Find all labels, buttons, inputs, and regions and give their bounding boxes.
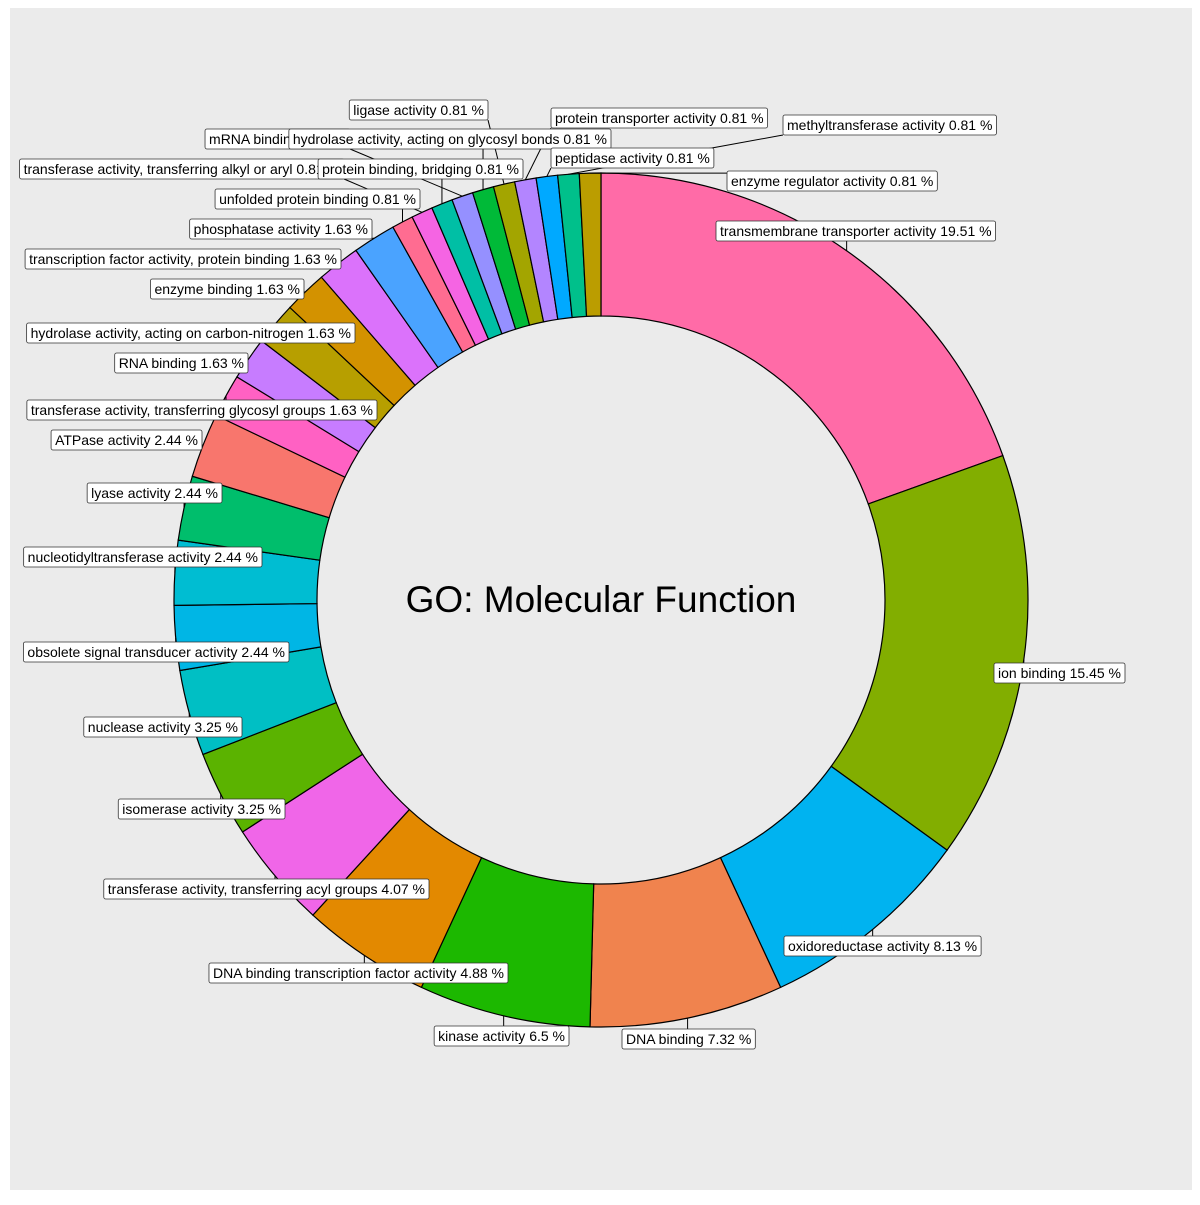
donut-slice-ion-binding bbox=[830, 454, 1029, 851]
slice-label-transcription-factor-activity-protein-binding: transcription factor activity, protein b… bbox=[24, 248, 342, 270]
slice-label-enzyme-binding: enzyme binding 1.63 % bbox=[150, 278, 305, 300]
slice-label-box bbox=[189, 218, 373, 240]
slice-label-text: unfolded protein binding 0.81 % bbox=[219, 191, 416, 207]
slice-label-box bbox=[150, 278, 305, 300]
slice-label-box bbox=[26, 322, 356, 344]
slice-label-text: enzyme regulator activity 0.81 % bbox=[731, 173, 933, 189]
slice-label-box bbox=[103, 878, 430, 900]
slice-label-dna-binding-transcription-factor-activity: DNA binding transcription factor activit… bbox=[208, 962, 509, 984]
slice-label-box bbox=[114, 352, 249, 374]
slice-label-ligase-activity: ligase activity 0.81 % bbox=[348, 99, 489, 121]
slice-labels-layer: transmembrane transporter activity 19.51… bbox=[19, 99, 1126, 1050]
slice-label-text: peptidase activity 0.81 % bbox=[555, 150, 710, 166]
slice-label-phosphatase-activity: phosphatase activity 1.63 % bbox=[189, 218, 373, 240]
leader-line-peptidase-activity bbox=[546, 167, 552, 177]
slice-label-text: nuclease activity 3.25 % bbox=[88, 719, 238, 735]
slice-label-text: hydrolase activity, acting on carbon-nit… bbox=[31, 325, 351, 341]
slice-label-text: hydrolase activity, acting on glycosyl b… bbox=[293, 131, 607, 147]
slice-label-text: enzyme binding 1.63 % bbox=[154, 281, 300, 297]
slice-label-kinase-activity: kinase activity 6.5 % bbox=[433, 1025, 570, 1047]
slice-label-text: transmembrane transporter activity 19.51… bbox=[720, 223, 992, 239]
slice-label-nucleotidyltransferase-activity: nucleotidyltransferase activity 2.44 % bbox=[23, 546, 263, 568]
slice-label-text: methyltransferase activity 0.81 % bbox=[787, 117, 992, 133]
slice-label-box bbox=[433, 1025, 570, 1047]
slice-label-text: kinase activity 6.5 % bbox=[438, 1028, 565, 1044]
slice-label-box bbox=[24, 248, 342, 270]
slice-label-text: nucleotidyltransferase activity 2.44 % bbox=[28, 549, 258, 565]
slice-label-transferase-activity-transferring-alkyl-or-aryl: transferase activity, transferring alkyl… bbox=[19, 158, 345, 180]
slice-label-ion-binding: ion binding 15.45 % bbox=[993, 662, 1126, 684]
slice-label-transferase-activity-transferring-acyl-groups: transferase activity, transferring acyl … bbox=[103, 878, 430, 900]
slice-label-peptidase-activity: peptidase activity 0.81 % bbox=[550, 147, 715, 169]
slice-label-box bbox=[86, 482, 223, 504]
slice-label-box bbox=[726, 170, 938, 192]
slice-label-oxidoreductase-activity: oxidoreductase activity 8.13 % bbox=[783, 935, 982, 957]
slice-label-box bbox=[550, 147, 715, 169]
slice-label-text: lyase activity 2.44 % bbox=[91, 485, 218, 501]
slice-label-box bbox=[214, 188, 421, 210]
slice-label-text: ligase activity 0.81 % bbox=[353, 102, 484, 118]
slice-label-box bbox=[117, 798, 286, 820]
slice-label-protein-transporter-activity: protein transporter activity 0.81 % bbox=[550, 107, 768, 129]
slice-label-box bbox=[715, 220, 996, 242]
slice-label-text: DNA binding transcription factor activit… bbox=[213, 965, 504, 981]
slice-label-box bbox=[783, 935, 982, 957]
slice-label-dna-binding: DNA binding 7.32 % bbox=[621, 1028, 756, 1050]
slice-label-box bbox=[288, 128, 612, 150]
slice-label-text: isomerase activity 3.25 % bbox=[122, 801, 281, 817]
slice-label-text: transferase activity, transferring alkyl… bbox=[24, 161, 340, 177]
slice-label-atpase-activity: ATPase activity 2.44 % bbox=[50, 429, 203, 451]
slice-label-box bbox=[782, 114, 997, 136]
slice-label-box bbox=[23, 641, 290, 663]
slice-label-box bbox=[317, 158, 524, 180]
donut-slice-transmembrane-transporter-activity bbox=[600, 172, 1004, 505]
slice-label-transmembrane-transporter-activity: transmembrane transporter activity 19.51… bbox=[715, 220, 996, 242]
slice-label-box bbox=[23, 546, 263, 568]
slice-label-box bbox=[550, 107, 768, 129]
slice-label-box bbox=[993, 662, 1126, 684]
slice-label-text: obsolete signal transducer activity 2.44… bbox=[27, 644, 285, 660]
slice-label-text: transcription factor activity, protein b… bbox=[29, 251, 337, 267]
slice-label-hydrolase-activity-acting-on-carbon-nitrogen: hydrolase activity, acting on carbon-nit… bbox=[26, 322, 356, 344]
slice-label-transferase-activity-transferring-glycosyl-groups: transferase activity, transferring glyco… bbox=[26, 399, 378, 421]
slice-label-text: DNA binding 7.32 % bbox=[626, 1031, 751, 1047]
slice-label-text: phosphatase activity 1.63 % bbox=[194, 221, 368, 237]
slice-label-text: transferase activity, transferring glyco… bbox=[31, 402, 373, 418]
slice-label-box bbox=[83, 716, 243, 738]
slice-label-unfolded-protein-binding: unfolded protein binding 0.81 % bbox=[214, 188, 421, 210]
slice-label-text: protein binding, bridging 0.81 % bbox=[322, 161, 519, 177]
slice-label-box bbox=[208, 962, 509, 984]
slice-label-text: transferase activity, transferring acyl … bbox=[108, 881, 425, 897]
slice-label-box bbox=[621, 1028, 756, 1050]
slice-label-box bbox=[348, 99, 489, 121]
chart-title: GO: Molecular Function bbox=[406, 579, 797, 620]
slice-label-isomerase-activity: isomerase activity 3.25 % bbox=[117, 798, 286, 820]
donut-slice-enzyme-regulator-activity bbox=[578, 172, 602, 317]
slice-label-text: ATPase activity 2.44 % bbox=[55, 432, 198, 448]
slice-label-text: protein transporter activity 0.81 % bbox=[555, 110, 764, 126]
slice-label-lyase-activity: lyase activity 2.44 % bbox=[86, 482, 223, 504]
slice-label-text: ion binding 15.45 % bbox=[998, 665, 1121, 681]
slice-label-obsolete-signal-transducer-activity: obsolete signal transducer activity 2.44… bbox=[23, 641, 290, 663]
slice-label-box bbox=[50, 429, 203, 451]
slice-label-enzyme-regulator-activity: enzyme regulator activity 0.81 % bbox=[726, 170, 938, 192]
slice-label-text: oxidoreductase activity 8.13 % bbox=[788, 938, 977, 954]
slice-label-text: RNA binding 1.63 % bbox=[119, 355, 244, 371]
slice-label-protein-binding-bridging: protein binding, bridging 0.81 % bbox=[317, 158, 524, 180]
slice-label-hydrolase-activity-acting-on-glycosyl-bonds: hydrolase activity, acting on glycosyl b… bbox=[288, 128, 612, 150]
slice-label-rna-binding: RNA binding 1.63 % bbox=[114, 352, 249, 374]
slice-label-box bbox=[26, 399, 378, 421]
slice-label-methyltransferase-activity: methyltransferase activity 0.81 % bbox=[782, 114, 997, 136]
slice-label-nuclease-activity: nuclease activity 3.25 % bbox=[83, 716, 243, 738]
